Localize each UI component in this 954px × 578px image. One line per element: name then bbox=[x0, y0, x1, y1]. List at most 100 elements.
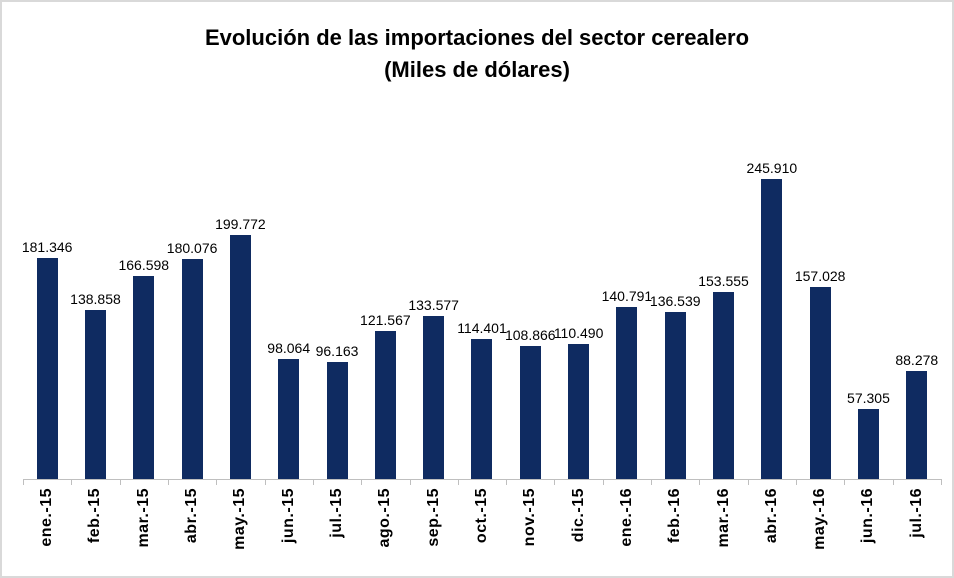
bar bbox=[471, 339, 493, 479]
x-axis-tick bbox=[941, 479, 942, 485]
bar-column: 114.401 bbox=[457, 320, 507, 479]
x-axis-label: may.-15 bbox=[231, 488, 249, 550]
bar-value-label: 121.567 bbox=[360, 312, 411, 328]
bar-value-label: 181.346 bbox=[21, 239, 73, 255]
x-axis-label-cell: may.-15 bbox=[216, 488, 264, 550]
bar-column: 96.163 bbox=[313, 343, 361, 479]
bar-column: 133.577 bbox=[408, 297, 459, 479]
x-axis-tick bbox=[23, 479, 24, 485]
x-axis-line bbox=[23, 479, 942, 480]
bar-value-label: 140.791 bbox=[601, 288, 653, 304]
x-axis-label-cell: feb.-15 bbox=[71, 488, 119, 550]
x-axis-tick bbox=[844, 479, 846, 485]
x-axis-ticks bbox=[23, 479, 942, 485]
x-axis-label: jun.-16 bbox=[859, 488, 877, 544]
bar bbox=[278, 359, 300, 479]
chart-title-line2: (Miles de dólares) bbox=[384, 57, 570, 82]
bar bbox=[664, 312, 686, 479]
bar bbox=[133, 276, 155, 479]
x-axis-label-cell: ene.-16 bbox=[603, 488, 651, 550]
bar-value-label: 199.772 bbox=[215, 216, 266, 232]
bar bbox=[36, 258, 58, 479]
bar bbox=[713, 292, 735, 479]
bar-value-label: 96.163 bbox=[315, 343, 359, 359]
x-axis-label: dic.-15 bbox=[569, 488, 587, 543]
bar bbox=[326, 362, 348, 479]
bar-value-label: 153.555 bbox=[698, 273, 749, 289]
x-axis-label-cell: jul.-16 bbox=[893, 488, 941, 550]
x-axis-tick bbox=[457, 479, 459, 485]
bar bbox=[374, 331, 396, 479]
x-axis-tick bbox=[554, 479, 556, 485]
bar-column: 110.490 bbox=[553, 325, 604, 479]
x-axis-tick bbox=[312, 479, 314, 485]
bar-column: 138.858 bbox=[70, 291, 121, 479]
bar-column: 153.555 bbox=[698, 273, 749, 479]
x-axis-label-cell: jun.-15 bbox=[265, 488, 313, 550]
bar-value-label: 133.577 bbox=[408, 297, 459, 313]
x-axis-tick bbox=[167, 479, 169, 485]
bar bbox=[229, 235, 251, 479]
x-axis-tick bbox=[892, 479, 894, 485]
x-axis-label: nov.-15 bbox=[521, 488, 539, 547]
x-axis-label-cell: abr.-15 bbox=[168, 488, 216, 550]
bar-value-label: 180.076 bbox=[166, 240, 218, 256]
bar bbox=[761, 179, 783, 479]
bar-value-label: 138.858 bbox=[70, 291, 121, 307]
x-axis-label: ene.-16 bbox=[617, 488, 635, 547]
bar-value-label: 108.866 bbox=[504, 327, 556, 343]
bar bbox=[519, 346, 541, 479]
bar-column: 245.910 bbox=[746, 160, 798, 479]
bar-value-label: 166.598 bbox=[118, 257, 170, 273]
bar-column: 98.064 bbox=[265, 340, 313, 479]
x-axis-label-cell: ago.-15 bbox=[361, 488, 409, 550]
x-axis-tick bbox=[796, 479, 798, 485]
bar-value-label: 136.539 bbox=[649, 293, 701, 309]
x-axis-label: mar.-16 bbox=[714, 488, 732, 548]
x-axis-tick bbox=[119, 479, 121, 485]
bar bbox=[568, 344, 590, 479]
bar bbox=[84, 310, 106, 479]
x-axis-label: oct.-15 bbox=[472, 488, 490, 544]
x-axis-tick bbox=[264, 479, 266, 485]
x-axis-tick bbox=[651, 479, 653, 485]
bar-value-label: 88.278 bbox=[895, 352, 939, 368]
x-axis-label-cell: abr.-16 bbox=[748, 488, 796, 550]
x-axis-labels: ene.-15 feb.-15 mar.-15 abr.-15 may.-15 jun.-… bbox=[23, 488, 941, 550]
x-axis-label-cell: dic.-15 bbox=[554, 488, 602, 550]
bar-value-label: 57.305 bbox=[847, 390, 890, 406]
x-axis-label: feb.-16 bbox=[666, 488, 684, 544]
bar bbox=[616, 307, 638, 479]
x-axis-label-cell: mar.-15 bbox=[120, 488, 168, 550]
x-axis-label: feb.-15 bbox=[86, 488, 104, 544]
x-axis-label-cell: feb.-16 bbox=[651, 488, 699, 550]
bar-column: 108.866 bbox=[504, 327, 556, 479]
bar-column: 140.791 bbox=[601, 288, 653, 479]
x-axis-label: jun.-15 bbox=[279, 488, 297, 544]
x-axis-label-cell: sep.-15 bbox=[410, 488, 458, 550]
bar bbox=[809, 287, 831, 479]
x-axis-label: ago.-15 bbox=[376, 488, 394, 548]
chart-title-line1: Evolución de las importaciones del secto… bbox=[204, 25, 750, 50]
bar-value-label: 157.028 bbox=[794, 268, 846, 284]
x-axis-label: may.-16 bbox=[811, 488, 829, 550]
chart-title: Evolución de las importaciones del secto… bbox=[2, 22, 952, 86]
x-axis-label-cell: nov.-15 bbox=[506, 488, 554, 550]
bar bbox=[181, 259, 203, 479]
x-axis-tick bbox=[602, 479, 604, 485]
bar-column: 136.539 bbox=[649, 293, 701, 479]
bar-column: 88.278 bbox=[893, 352, 941, 479]
bar-value-label: 110.490 bbox=[553, 325, 604, 341]
x-axis-tick bbox=[409, 479, 411, 485]
bar-columns: 181.346 138.858 166.598 180.076 199.772 98.06… bbox=[21, 2, 941, 479]
bar-value-label: 245.910 bbox=[746, 160, 798, 176]
bar-column: 181.346 bbox=[21, 239, 73, 479]
bar-column: 157.028 bbox=[794, 268, 846, 479]
x-axis-label: jul.-16 bbox=[907, 488, 925, 538]
x-axis-label-cell: ene.-15 bbox=[23, 488, 71, 550]
x-axis-label: abr.-16 bbox=[762, 488, 780, 544]
x-axis-tick bbox=[747, 479, 749, 485]
x-axis-tick bbox=[699, 479, 701, 485]
bar-value-label: 98.064 bbox=[267, 340, 311, 356]
